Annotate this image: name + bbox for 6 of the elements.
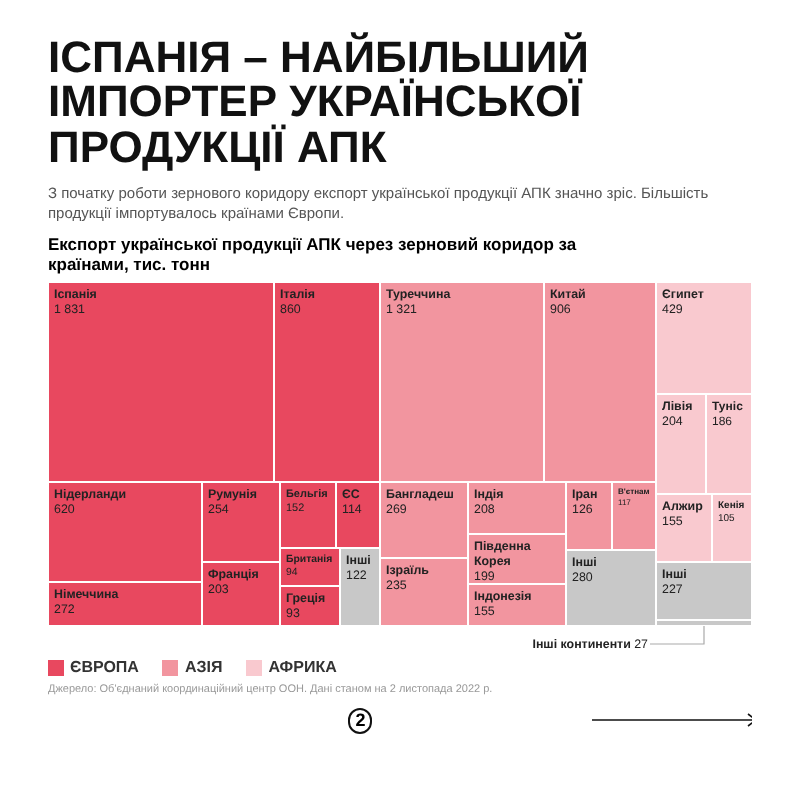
text: Експорт української продукції АПК через зерновий коридор за країнами, тис. тонн bbox=[48, 234, 579, 275]
legend-label: АФРИКА bbox=[268, 658, 337, 677]
legend-label: ЄВРОПА bbox=[70, 658, 139, 677]
legend-label: АЗІЯ bbox=[184, 658, 223, 677]
text: ІСПАНІЯ – НАЙБІЛЬШИЙ ІМПОРТЕР УКРАЇНСЬКОЇ ПРОДУКЦІЇ АПК bbox=[48, 32, 591, 172]
text: 2 bbox=[348, 707, 373, 734]
